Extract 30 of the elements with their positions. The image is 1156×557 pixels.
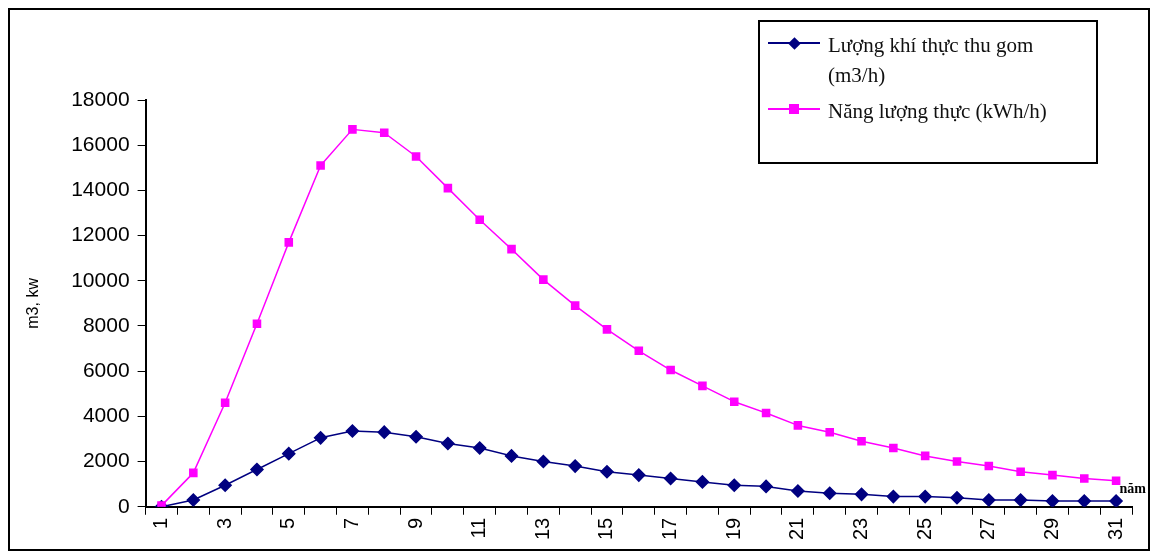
x-tick-label: 11 (467, 517, 490, 539)
x-tick-label: 23 (849, 517, 872, 540)
x-tick-label: 5 (276, 517, 299, 529)
x-tick-label: 17 (658, 517, 681, 540)
x-tick-label: 21 (785, 517, 808, 540)
x-tick-label: 15 (594, 517, 617, 540)
x-tick-label: 25 (912, 517, 935, 540)
x-axis-title: năm (1119, 481, 1147, 497)
y-tick-label: 14000 (71, 177, 130, 201)
x-tick-label: 31 (1103, 517, 1126, 540)
y-tick-label: 10000 (71, 267, 130, 291)
y-tick-label: 18000 (71, 86, 130, 110)
x-tick-label: 19 (721, 517, 744, 540)
y-tick-label: 2000 (82, 448, 130, 472)
y-tick-label: 8000 (82, 312, 130, 336)
y-axis-title: m3, kw (24, 277, 42, 329)
x-tick-label: 29 (1039, 517, 1062, 540)
x-tick-label: 27 (976, 517, 999, 540)
y-tick-label: 4000 (82, 403, 130, 427)
x-tick-label: 1 (149, 517, 172, 529)
x-tick-label: 13 (530, 517, 553, 540)
x-tick-label: 3 (212, 517, 235, 529)
y-tick-label: 6000 (82, 357, 130, 381)
x-tick-label: 9 (403, 517, 426, 529)
y-tick-label: 16000 (71, 131, 130, 155)
x-tick-label: 7 (339, 517, 362, 529)
legend-label: Năng lượng thực (kWh/h) (828, 98, 1047, 125)
legend-label: Lượng khí thực thu gom (m3/h) (828, 32, 1035, 89)
y-tick-label: 12000 (71, 222, 130, 246)
y-tick-label: 0 (117, 493, 130, 517)
